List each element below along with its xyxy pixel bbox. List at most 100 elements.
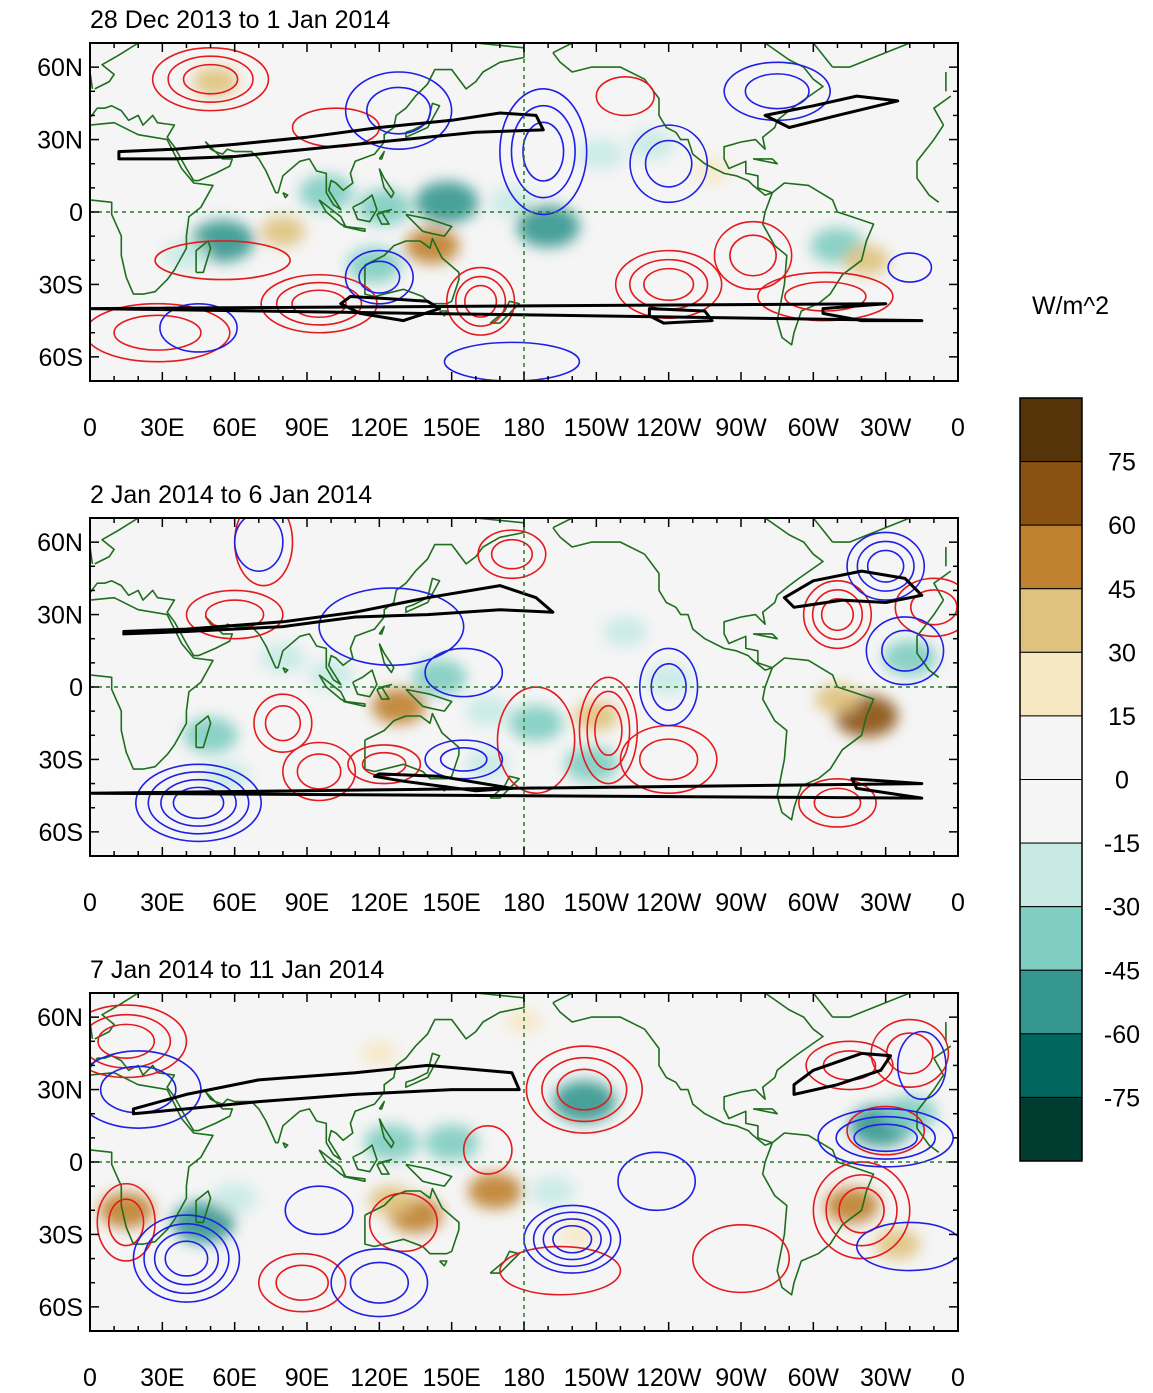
coastline [90,121,945,295]
positive-contour [594,704,623,757]
positive-contour [275,1264,329,1301]
colorbar-swatch [1019,906,1083,971]
anomaly-shade [882,640,937,677]
coastline [761,657,875,821]
lon-label: 60W [788,889,840,917]
coastline [552,518,824,671]
positive-contour [185,589,284,640]
positive-contour [595,76,655,117]
positive-contour [90,1004,188,1079]
coastline [552,43,824,196]
negative-contour [349,1261,410,1304]
anomaly-shade [260,643,306,674]
panel-1-coastlines [90,43,952,346]
lon-label: 180 [503,1364,545,1392]
jet-contour [782,569,924,609]
positive-contour [368,1192,439,1253]
colorbar-label: 30 [1108,639,1136,667]
positive-contour [885,1032,934,1075]
panel-2-shading [183,616,937,792]
lon-label: 150W [564,414,630,442]
positive-contour [838,1186,885,1234]
lat-label: 30S [39,1221,83,1249]
coastline [352,194,378,223]
anomaly-shade [552,1080,616,1123]
positive-contour [556,1068,613,1111]
negative-contour [853,1123,918,1153]
positive-contour [253,693,313,754]
anomaly-shade [564,746,619,783]
negative-contour [172,786,225,820]
lat-label: 60N [37,1004,83,1032]
coastline [405,688,453,712]
coastline [752,1108,778,1115]
coastline [376,208,393,225]
coastline [405,1052,441,1088]
positive-contour [586,690,631,771]
positive-contour [784,281,867,312]
positive-contour [802,579,873,650]
lon-label: 30E [140,1364,184,1392]
positive-contour [257,1252,347,1313]
negative-contour [896,1030,947,1101]
positive-contour [490,538,534,570]
lat-label: 30S [39,271,83,299]
positive-contour [578,676,639,785]
negative-contour [510,104,576,199]
anomaly-shade [368,1185,414,1216]
positive-contour [820,597,855,632]
anomaly-shade [183,717,238,754]
panel-3-map: 60N 30N 0 30S 60S 0 30E 60E 90E 120E 150E 180 150W 12… [37,992,965,1392]
lon-label: 90W [715,1364,767,1392]
coastline [282,1141,289,1149]
colorbar-label: 75 [1108,449,1136,477]
lon-label: 90E [285,414,329,442]
positive-contour [691,1223,790,1294]
colorbar-swatch [1019,715,1083,781]
coastline [552,993,824,1146]
negative-contour [366,86,432,135]
colorbar-label: 60 [1108,512,1136,540]
coastline [812,43,911,68]
jet-contour [117,111,545,161]
negative-contour [644,139,693,188]
negative-contour [523,1204,622,1274]
positive-contour [107,1198,145,1247]
negative-contour [318,587,465,667]
anomaly-shade [357,189,412,226]
coastline [405,577,441,613]
anomaly-shade [602,616,648,647]
anomaly-shade [361,1041,398,1066]
positive-contour [477,529,547,580]
coastline [343,1175,366,1183]
anomaly-shade [424,1124,479,1161]
coastline [405,213,453,237]
lon-label: 150W [564,889,630,917]
colorbar-label: 15 [1108,703,1136,731]
colorbar-label: -60 [1104,1021,1140,1049]
negative-contour [856,540,915,592]
coastline [195,240,212,274]
panel-1-title: 28 Dec 2013 to 1 Jan 2014 [90,6,390,34]
anomaly-shade [489,187,535,218]
panel-2-axes: 60N 30N 0 30S 60S 0 30E 60E 90E 120E 150E 180 150W 12… [37,517,965,917]
lon-label: 120E [350,1364,408,1392]
negative-contour [164,1240,209,1277]
colorbar-unit: W/m^2 [1032,292,1109,320]
panel-1-reference-lines [90,43,958,381]
lon-label: 0 [951,889,965,917]
negative-contour [835,1115,936,1160]
coastline [405,1163,453,1187]
lon-label: 90E [285,889,329,917]
positive-contour [525,1045,643,1134]
positive-contour [909,589,958,626]
negative-contour [424,739,504,780]
panel-3-reference-lines [90,993,958,1331]
coastline [352,669,378,698]
negative-contour [159,302,238,353]
coastline [364,1187,460,1255]
colorbar-swatch [1019,779,1083,844]
colorbar-swatch [1019,461,1083,526]
negative-contour [233,518,284,572]
lon-label: 180 [503,414,545,442]
